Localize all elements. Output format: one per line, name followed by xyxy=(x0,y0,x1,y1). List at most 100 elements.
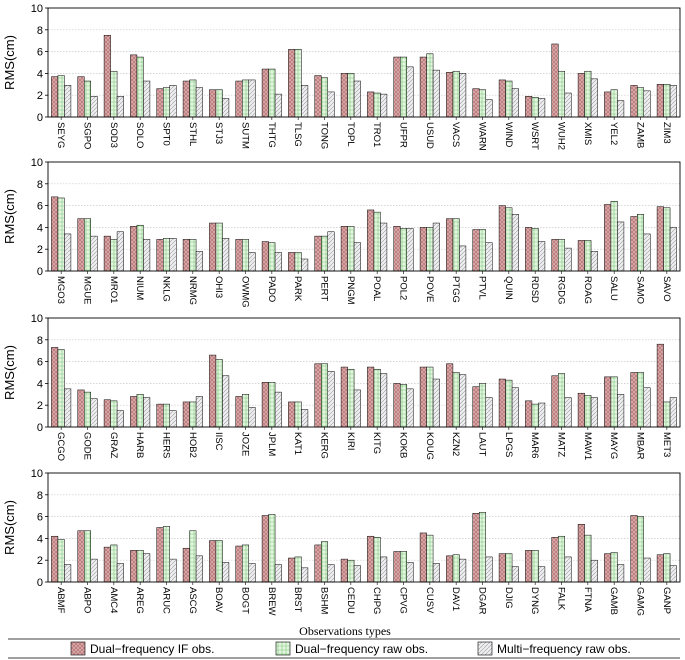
bar-dual xyxy=(189,530,197,583)
bar-multi xyxy=(195,555,203,583)
bar-multi xyxy=(64,85,72,118)
bar-multi xyxy=(669,565,677,583)
x-tick-label: CEDU xyxy=(345,587,356,614)
x-tick-label: JOZE xyxy=(240,432,251,456)
x-tick-label: MBAR xyxy=(635,432,646,460)
bar-dual xyxy=(215,222,223,272)
y-axis-label: RMS(cm) xyxy=(2,500,17,555)
x-tick-label: STJ3 xyxy=(213,122,224,144)
x-tick-label: MRO1 xyxy=(108,276,119,303)
y-tick-label: 6 xyxy=(37,47,43,59)
bar-if xyxy=(51,535,59,583)
x-tick-label: GODE xyxy=(82,432,93,460)
bar-dual xyxy=(637,372,644,428)
bar-if xyxy=(314,363,322,428)
chart-panels: 0 2 4 6 8 10 RMS(cm) SEYG SGPO SOD3 SOLO SPT0 STHL ST… xyxy=(2,3,681,616)
bar-multi xyxy=(459,558,467,583)
bar-dual xyxy=(610,89,618,118)
bar-if xyxy=(630,216,638,272)
bar-dual xyxy=(57,197,65,272)
bar-multi xyxy=(432,378,440,428)
bar-dual xyxy=(163,526,170,583)
x-tick-label: QUIN xyxy=(503,276,514,300)
bar-dual xyxy=(347,368,355,428)
bar-dual xyxy=(610,376,618,428)
y-tick-label: 2 xyxy=(37,90,43,102)
bar-multi xyxy=(511,88,519,118)
bar-dual xyxy=(400,551,407,583)
bar-if xyxy=(314,75,322,118)
bar-multi xyxy=(90,558,98,583)
bar-dual xyxy=(663,553,671,583)
x-tick-label: MET3 xyxy=(661,432,672,457)
bar-dual xyxy=(268,68,276,118)
x-tick-label: MGUE xyxy=(82,276,93,305)
bar-if xyxy=(156,403,164,428)
y-tick-label: 2 xyxy=(37,555,43,567)
bar-multi xyxy=(459,73,467,118)
bar-multi xyxy=(222,375,230,428)
x-tick-label: SOLO xyxy=(134,122,145,148)
bar-dual xyxy=(163,87,170,118)
bar-multi xyxy=(169,410,177,428)
bar-if xyxy=(182,80,190,118)
bar-multi xyxy=(248,252,256,272)
bar-dual xyxy=(321,363,328,428)
y-tick-label: 8 xyxy=(37,335,43,347)
bar-if xyxy=(235,80,243,118)
legend-label-multi: Multi−frequency raw obs. xyxy=(497,642,631,656)
x-tick-label: TOPL xyxy=(345,122,356,147)
x-tick-label: KITG xyxy=(371,432,382,454)
bar-dual xyxy=(57,75,65,118)
x-tick-label: ZIM3 xyxy=(661,122,672,144)
bar-dual xyxy=(84,80,91,118)
bar-dual xyxy=(110,70,118,118)
bar-multi xyxy=(248,79,256,118)
bar-multi xyxy=(64,388,72,428)
bar-dual xyxy=(505,553,513,583)
bar-dual xyxy=(294,49,302,118)
x-tick-label: WUH2 xyxy=(556,122,567,150)
bar-multi xyxy=(406,66,414,118)
x-tick-label: LAUT xyxy=(477,432,488,456)
bar-multi xyxy=(564,397,572,428)
x-tick-label: KAT1 xyxy=(292,432,303,455)
bar-dual xyxy=(84,218,91,272)
chart-panel-2: 0 2 4 6 8 10 RMS(cm) MGO3 MGUE MRO1 NIUM NKLG NRMG OH… xyxy=(2,157,681,308)
x-tick-label: GCGO xyxy=(55,432,66,461)
bar-dual xyxy=(610,200,618,272)
x-tick-label: KERG xyxy=(319,432,330,459)
bar-if xyxy=(209,354,217,428)
bar-multi xyxy=(564,247,572,272)
bar-dual xyxy=(136,56,144,118)
bar-multi xyxy=(590,559,598,583)
bar-multi xyxy=(274,252,282,272)
bar-dual xyxy=(663,207,671,272)
bar-if xyxy=(498,79,506,118)
bar-if xyxy=(446,363,454,428)
bar-if xyxy=(156,527,164,583)
x-tick-label: CHPG xyxy=(371,587,382,614)
bar-if xyxy=(393,56,401,118)
bar-if xyxy=(604,376,612,428)
y-tick-label: 4 xyxy=(37,222,43,234)
bar-dual xyxy=(558,535,565,583)
bar-multi xyxy=(459,245,467,272)
y-tick-label: 4 xyxy=(37,68,43,80)
bar-dual xyxy=(479,229,486,272)
x-tick-label: HERS xyxy=(161,432,172,458)
bar-multi xyxy=(380,222,388,272)
x-tick-label: HARB xyxy=(134,432,145,458)
x-tick-label: ROAG xyxy=(582,276,593,304)
bar-dual xyxy=(373,211,381,272)
bar-dual xyxy=(136,224,144,272)
bar-if xyxy=(472,513,480,583)
bar-multi xyxy=(169,238,177,272)
legend-swatch-multi xyxy=(477,641,493,656)
bar-multi xyxy=(353,565,361,583)
bar-if xyxy=(604,91,612,118)
bar-multi xyxy=(432,69,440,118)
x-tick-label: CPVG xyxy=(398,587,409,614)
bar-dual xyxy=(610,552,618,583)
x-tick-label: DJIG xyxy=(503,587,514,609)
